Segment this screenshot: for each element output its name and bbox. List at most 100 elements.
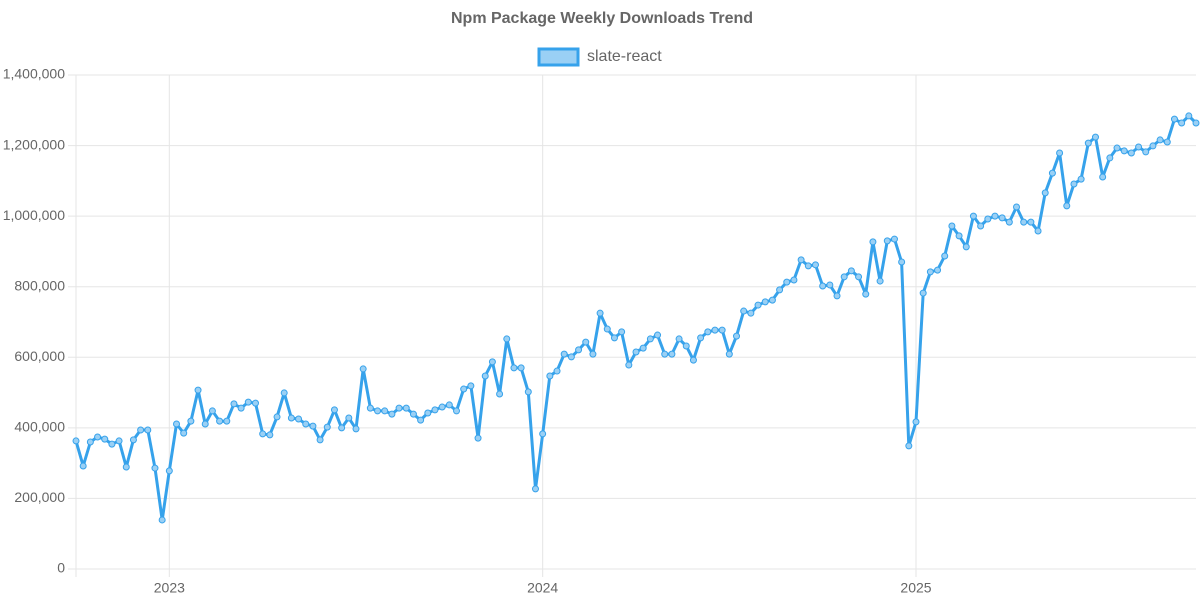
data-point (488, 358, 496, 366)
data-point (1005, 218, 1013, 226)
data-point (144, 426, 152, 434)
data-point (122, 463, 130, 471)
data-point (417, 416, 425, 424)
y-tick-label: 1,000,000 (3, 207, 65, 223)
data-point (381, 407, 389, 415)
data-point (517, 364, 525, 372)
y-tick-label: 200,000 (14, 489, 65, 505)
data-point (1163, 138, 1171, 146)
data-point (898, 258, 906, 266)
data-point (295, 415, 303, 423)
data-point (302, 420, 310, 428)
data-point (1034, 227, 1042, 235)
data-point (876, 277, 884, 285)
data-point (216, 417, 224, 425)
data-point (72, 437, 80, 445)
data-point (1027, 218, 1035, 226)
data-point (137, 426, 145, 434)
data-point (969, 212, 977, 220)
data-point (345, 414, 353, 422)
data-point (682, 342, 690, 350)
data-point (108, 440, 116, 448)
data-point (1099, 173, 1107, 181)
data-point (194, 386, 202, 394)
data-point (783, 278, 791, 286)
data-point (316, 436, 324, 444)
data-point (977, 222, 985, 230)
data-point (603, 325, 611, 333)
chart-title: Npm Package Weekly Downloads Trend (451, 10, 753, 27)
x-tick-label: 2025 (900, 580, 931, 596)
data-point (180, 429, 188, 437)
data-point (840, 273, 848, 281)
data-point (934, 266, 942, 274)
data-point (560, 350, 568, 358)
data-point (926, 268, 934, 276)
data-point (733, 332, 741, 340)
data-point (955, 232, 963, 240)
data-point (223, 417, 231, 425)
data-point (804, 262, 812, 270)
data-point (129, 436, 137, 444)
data-point (661, 350, 669, 358)
data-point (323, 423, 331, 431)
data-point (1135, 143, 1143, 151)
y-tick-label: 800,000 (14, 277, 65, 293)
data-point (1185, 112, 1193, 120)
data-point (359, 365, 367, 373)
data-point (79, 462, 87, 470)
data-point (280, 389, 288, 397)
y-tick-label: 1,400,000 (3, 66, 65, 82)
data-point (481, 372, 489, 380)
data-point (632, 348, 640, 356)
data-point (654, 331, 662, 339)
data-point (496, 390, 504, 398)
data-point (646, 335, 654, 343)
data-point (948, 222, 956, 230)
data-point (503, 335, 511, 343)
data-point (862, 290, 870, 298)
data-point (539, 430, 547, 438)
data-point (855, 273, 863, 281)
data-point (776, 286, 784, 294)
data-point (998, 214, 1006, 222)
data-point (567, 353, 575, 361)
data-point (208, 407, 216, 415)
data-point (890, 235, 898, 243)
data-point (1106, 154, 1114, 162)
data-point (366, 404, 374, 412)
data-point (1178, 119, 1186, 127)
data-point (1070, 180, 1078, 188)
data-point (912, 418, 920, 426)
y-tick-label: 600,000 (14, 348, 65, 364)
data-point (1113, 144, 1121, 152)
data-point (1077, 175, 1085, 183)
data-point (230, 400, 238, 408)
data-point (1063, 202, 1071, 210)
data-point (460, 385, 468, 393)
x-tick-label: 2024 (527, 580, 558, 596)
data-point (438, 403, 446, 411)
legend-swatch (537, 47, 580, 67)
data-point (244, 398, 252, 406)
data-point (1020, 218, 1028, 226)
data-point (1013, 203, 1021, 211)
data-point (883, 237, 891, 245)
legend-label: slate-react (587, 48, 662, 65)
data-point (740, 307, 748, 315)
data-point (352, 425, 360, 433)
data-point (402, 404, 410, 412)
data-point (273, 413, 281, 421)
data-point (1091, 133, 1099, 141)
data-point (374, 407, 382, 415)
data-point (754, 301, 762, 309)
data-point (1120, 147, 1128, 155)
data-point (259, 430, 267, 438)
y-tick-label: 0 (57, 560, 65, 576)
data-point (725, 350, 733, 358)
data-point (173, 420, 181, 428)
data-point (531, 485, 539, 493)
data-point (618, 328, 626, 336)
